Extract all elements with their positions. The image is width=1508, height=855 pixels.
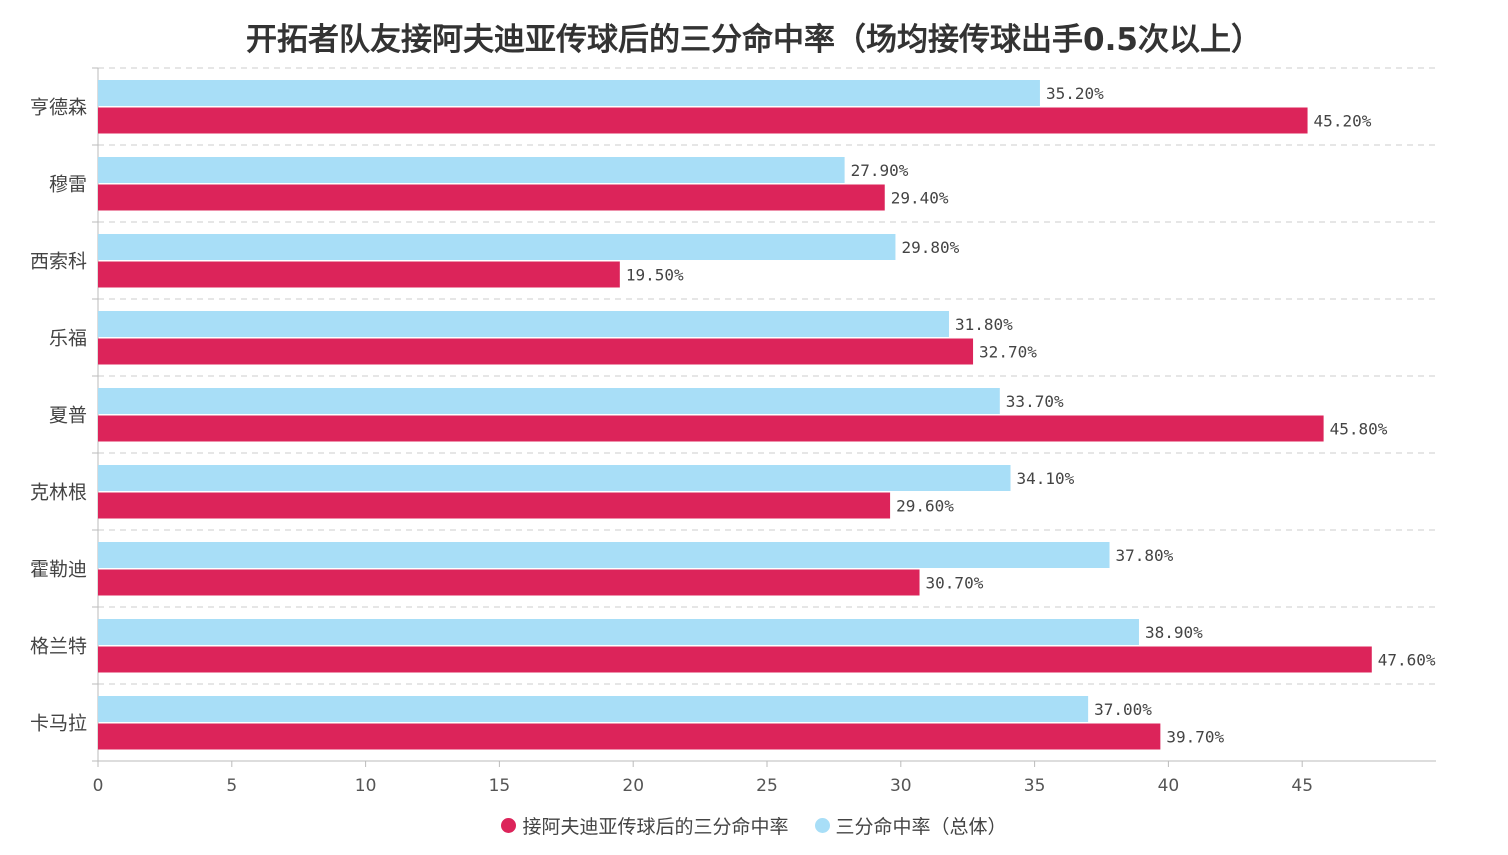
bar-after-pass — [98, 723, 1161, 750]
y-category-label: 霍勒迪 — [30, 559, 87, 581]
legend-label: 接阿夫迪亚传球后的三分命中率 — [522, 816, 789, 838]
bar-overall — [98, 465, 1011, 491]
data-label: 29.80% — [901, 238, 959, 257]
bar-after-pass — [98, 492, 891, 519]
data-label: 33.70% — [1006, 392, 1064, 411]
data-label: 39.70% — [1166, 728, 1224, 747]
legend-label: 三分命中率（总体） — [835, 816, 1007, 838]
data-label: 34.10% — [1017, 469, 1075, 488]
data-label: 27.90% — [851, 161, 909, 180]
data-label: 29.40% — [891, 189, 949, 208]
legend-item-after-pass[interactable]: 接阿夫迪亚传球后的三分命中率 — [501, 812, 789, 839]
data-label: 29.60% — [896, 497, 954, 516]
data-label: 19.50% — [626, 266, 684, 285]
x-tick-label: 10 — [355, 776, 377, 796]
y-category-label: 亨德森 — [30, 97, 87, 119]
x-tick-label: 25 — [756, 776, 778, 796]
y-category-label: 格兰特 — [30, 636, 87, 658]
bar-after-pass — [98, 107, 1308, 134]
x-tick-label: 45 — [1291, 776, 1313, 796]
bar-overall — [98, 157, 845, 183]
x-tick-label: 5 — [226, 776, 237, 796]
data-label: 35.20% — [1046, 84, 1104, 103]
data-label: 32.70% — [979, 343, 1037, 362]
bar-overall — [98, 542, 1110, 568]
data-label: 30.70% — [926, 574, 984, 593]
bar-overall — [98, 619, 1139, 645]
bar-after-pass — [98, 569, 920, 596]
legend-item-overall[interactable]: 三分命中率（总体） — [814, 812, 1007, 839]
data-label: 45.80% — [1330, 420, 1388, 439]
bar-overall — [98, 311, 949, 337]
data-label: 37.00% — [1094, 700, 1152, 719]
data-label: 31.80% — [955, 315, 1013, 334]
x-tick-label: 30 — [890, 776, 912, 796]
data-label: 47.60% — [1378, 651, 1436, 670]
legend: 接阿夫迪亚传球后的三分命中率 三分命中率（总体） — [0, 812, 1508, 839]
x-tick-label: 15 — [489, 776, 511, 796]
x-tick-label: 0 — [93, 776, 104, 796]
bar-overall — [98, 388, 1000, 414]
data-label: 45.20% — [1314, 112, 1372, 131]
data-label: 37.80% — [1116, 546, 1174, 565]
bar-overall — [98, 80, 1040, 106]
bar-overall — [98, 234, 896, 260]
y-category-label: 西索科 — [30, 251, 87, 273]
legend-marker-icon — [501, 818, 517, 833]
legend-marker-icon — [814, 818, 830, 833]
bar-after-pass — [98, 261, 620, 288]
bar-after-pass — [98, 646, 1372, 673]
y-category-label: 克林根 — [30, 482, 87, 504]
y-category-label: 乐福 — [49, 328, 87, 350]
chart-title: 开拓者队友接阿夫迪亚传球后的三分命中率（场均接传球出手0.5次以上） — [246, 22, 1262, 58]
bar-after-pass — [98, 338, 974, 365]
y-category-label: 穆雷 — [49, 174, 87, 196]
bar-after-pass — [98, 184, 885, 211]
x-tick-label: 35 — [1024, 776, 1046, 796]
data-label: 38.90% — [1145, 623, 1203, 642]
x-tick-label: 20 — [622, 776, 644, 796]
x-tick-label: 40 — [1158, 776, 1180, 796]
bar-after-pass — [98, 415, 1324, 442]
y-category-label: 夏普 — [49, 405, 87, 427]
y-category-label: 卡马拉 — [30, 713, 87, 735]
bar-overall — [98, 696, 1089, 722]
